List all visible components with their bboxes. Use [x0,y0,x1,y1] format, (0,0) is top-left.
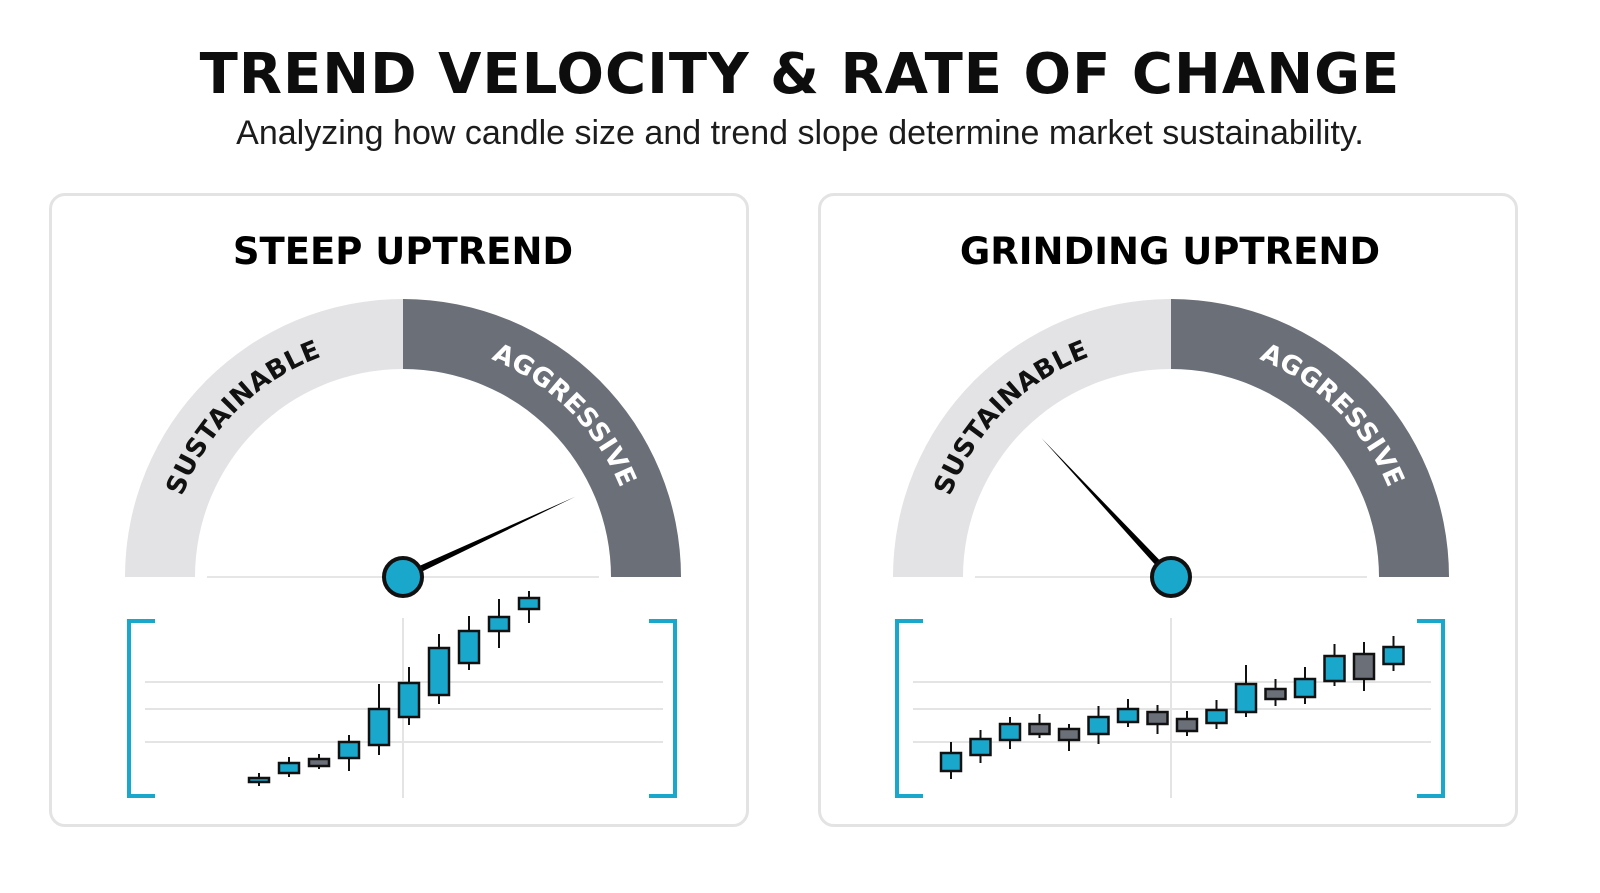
bearish-candle [1264,679,1287,706]
gauge-hub [382,556,424,598]
panel-title: STEEP UPTREND [233,230,573,273]
sustainable-zone [893,299,1171,577]
candles-group [247,591,541,786]
candle-body [1116,707,1140,724]
bullish-candle [367,684,391,755]
candle-body [367,707,391,747]
left-bracket [127,619,155,798]
candle-body [277,761,301,775]
candle-body [337,740,361,760]
candle-body [457,629,481,665]
bearish-candle [1146,705,1169,734]
bullish-candle [969,730,992,763]
bearish-candle [1057,724,1081,751]
bullish-candle [427,634,451,704]
gauge-needle [401,496,576,581]
candlestick-chart [895,618,1445,798]
candle-body [397,681,421,719]
bullish-candle [1382,636,1405,671]
bullish-candle [337,735,361,771]
candle-body [427,646,451,697]
aggressive-zone [403,299,681,577]
candle-body [307,757,331,768]
bullish-candle [397,667,421,725]
right-bracket [1417,619,1445,798]
gauge-needle [1041,438,1174,580]
right-bracket [649,619,677,798]
candle-body [1087,715,1110,736]
bullish-candle [939,742,963,779]
candles-group [939,636,1405,779]
bearish-candle [1028,714,1051,738]
bearish-candle [1175,711,1199,736]
candle-body [1382,645,1405,666]
candle-body [1057,727,1081,742]
bullish-candle [1205,700,1228,729]
grinding-uptrend-diagram: GRINDING UPTREND SUSTAINABLE AGGRESSIVE [893,230,1449,798]
candle-body [1146,710,1169,726]
candle-body [1323,654,1346,683]
candle-body [1205,708,1228,725]
bullish-candle [1116,699,1140,727]
bullish-candle [487,599,511,648]
bullish-candle [1293,667,1317,704]
sustainable-zone [125,299,403,577]
bullish-candle [1087,706,1110,744]
bullish-candle [277,757,301,777]
candle-body [998,722,1022,742]
velocity-gauge: SUSTAINABLE AGGRESSIVE [893,299,1449,598]
bullish-candle [998,717,1022,749]
bullish-candle [1323,644,1346,686]
candle-body [939,751,963,773]
bearish-candle [1352,642,1376,691]
candle-body [1028,722,1051,736]
velocity-gauge: SUSTAINABLE AGGRESSIVE [125,299,681,598]
page-title: TREND VELOCITY & RATE OF CHANGE [199,42,1401,107]
bullish-candle [457,616,481,670]
candle-body [1234,682,1258,714]
bearish-candle [307,754,331,769]
bullish-candle [247,773,271,786]
candle-body [487,615,511,633]
gauge-hub [1150,556,1192,598]
candle-body [1175,717,1199,733]
candle-body [1352,652,1376,681]
candle-body [517,596,541,611]
candle-body [1293,677,1317,699]
candle-body [969,737,992,757]
grinding-uptrend-panel: GRINDING UPTREND SUSTAINABLE AGGRESSIVE [818,193,1518,827]
left-bracket [895,619,923,798]
bullish-candle [517,591,541,623]
page-subtitle: Analyzing how candle size and trend slop… [236,114,1364,152]
panel-title: GRINDING UPTREND [960,230,1380,273]
steep-uptrend-diagram: STEEP UPTREND SUSTAINABLE AGGRESSIVE [125,230,681,798]
steep-uptrend-panel: STEEP UPTREND SUSTAINABLE AGGRESSIVE [49,193,749,827]
bullish-candle [1234,665,1258,717]
candle-body [247,776,271,784]
candlestick-chart [127,591,677,798]
aggressive-zone [1171,299,1449,577]
candle-body [1264,687,1287,701]
